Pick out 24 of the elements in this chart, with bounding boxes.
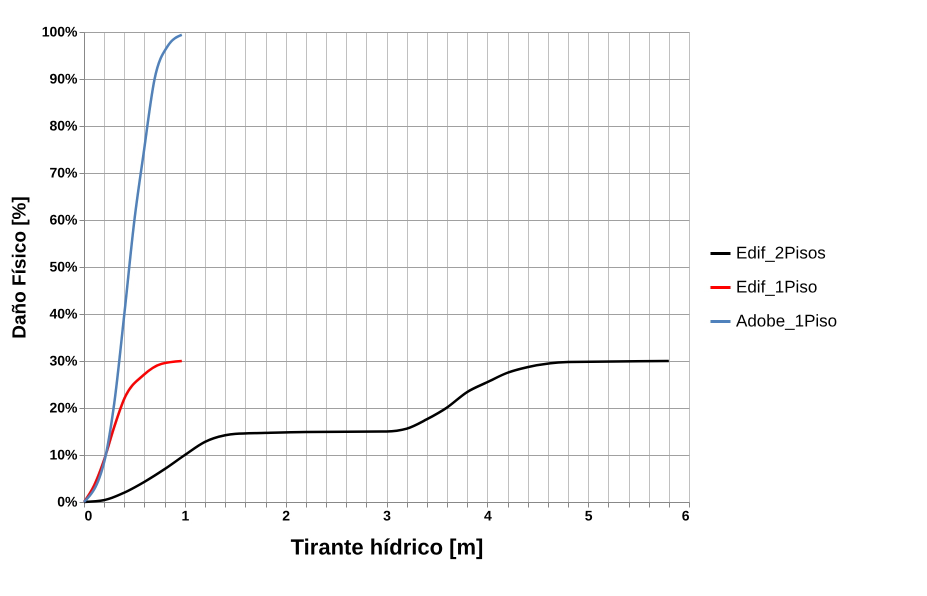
x-tick-label: 1 — [181, 508, 190, 524]
y-tick-label: 0% — [57, 494, 78, 510]
legend-label: Edif_2Pisos — [736, 244, 826, 262]
x-tick-label: 0 — [84, 508, 92, 524]
y-tick-label: 60% — [49, 212, 78, 228]
x-tick-label: 3 — [383, 508, 392, 524]
y-tick-label: 80% — [49, 118, 78, 134]
y-tick-label: 40% — [49, 306, 78, 322]
y-axis-title: Daño Físico [%] — [10, 196, 31, 339]
legend-label: Adobe_1Piso — [736, 312, 838, 330]
y-tick-label: 70% — [49, 164, 78, 180]
line-series — [82, 360, 670, 504]
y-tick-label: 90% — [49, 70, 78, 86]
x-tick-label: 2 — [282, 508, 290, 524]
legend-label: Edif_1Piso — [736, 278, 818, 296]
y-tick-label: 30% — [49, 352, 78, 368]
y-tick-label: 20% — [49, 400, 78, 416]
x-tick-label: 4 — [484, 508, 492, 524]
x-axis-title: Tirante hídrico [m] — [290, 534, 484, 560]
y-tick-label: 50% — [49, 258, 78, 274]
y-tick-label: 10% — [49, 446, 78, 462]
y-tick-label: 100% — [42, 24, 78, 40]
x-tick-label: 6 — [682, 508, 690, 524]
x-tick-label: 5 — [584, 508, 593, 524]
